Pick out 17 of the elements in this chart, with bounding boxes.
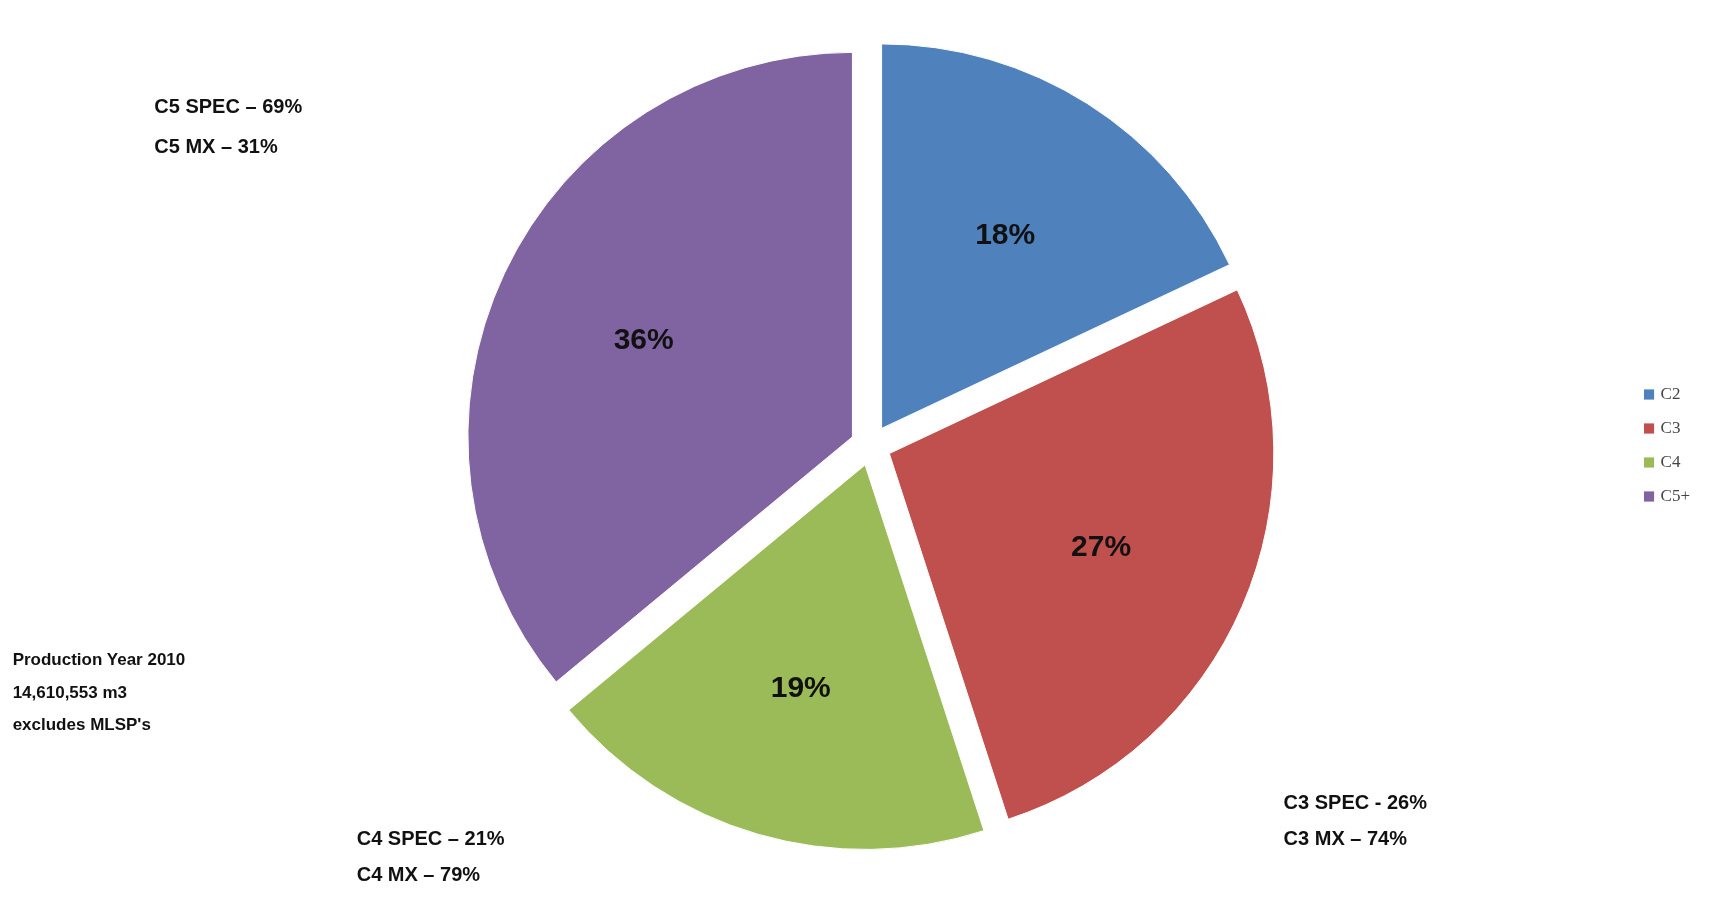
text: C5 MX – 31% — [154, 135, 278, 158]
legend-label: C2 — [1660, 384, 1681, 404]
text: 14,610,553 m3 — [12, 682, 128, 702]
text: C3 MX – 74% — [1283, 826, 1408, 849]
legend-label: C5+ — [1660, 486, 1690, 506]
data-label: 18% — [975, 217, 1036, 251]
data-label: 19% — [770, 669, 831, 703]
text: C3 SPEC - 26% — [1283, 790, 1428, 813]
data-label: 36% — [613, 322, 674, 356]
text: Production Year 2010 — [12, 650, 186, 670]
text: C4 MX – 79% — [356, 863, 481, 886]
text: C5 SPEC – 69% — [154, 94, 303, 117]
data-label: 27% — [1071, 528, 1132, 562]
legend-label: C3 — [1660, 418, 1681, 438]
legend-label: C4 — [1660, 452, 1681, 472]
text: C4 SPEC – 21% — [356, 826, 505, 849]
text: excludes MLSP's — [12, 715, 151, 735]
